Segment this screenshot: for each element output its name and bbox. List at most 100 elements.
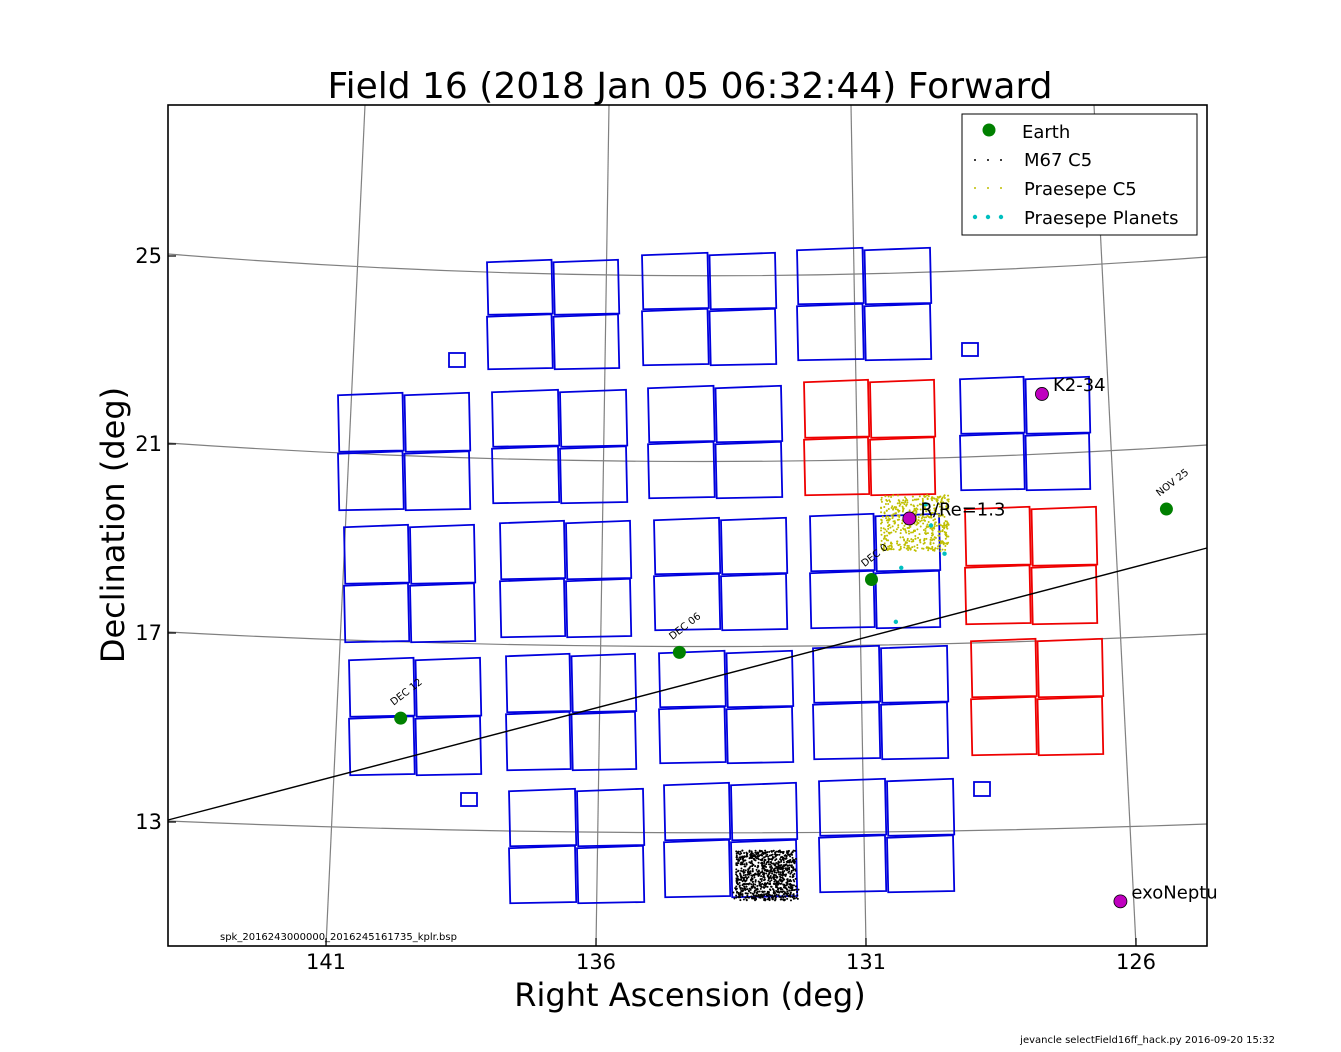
ccd-module-0-2 xyxy=(486,313,554,371)
m67-star xyxy=(760,878,763,881)
m67-star xyxy=(746,855,749,858)
praesepe-star xyxy=(887,527,890,530)
praesepe-star xyxy=(905,504,908,507)
m67-star xyxy=(743,885,746,888)
m67-star xyxy=(739,899,742,902)
praesepe-star xyxy=(924,527,927,530)
m67-star xyxy=(735,896,738,899)
m67-star xyxy=(781,880,784,883)
m67-star xyxy=(772,896,775,899)
praesepe-star xyxy=(945,505,948,508)
ccd-module-5-0 xyxy=(647,384,716,444)
m67-star xyxy=(787,892,790,895)
praesepe-star xyxy=(928,516,931,519)
m67-star xyxy=(737,892,740,895)
m67-star xyxy=(763,876,766,879)
m67-star xyxy=(764,868,767,871)
praesepe-star xyxy=(897,524,900,527)
grid-line-dec-13 xyxy=(167,820,1208,834)
m67-star xyxy=(737,896,740,899)
m67-star xyxy=(750,855,753,858)
praesepe-star xyxy=(891,505,894,508)
praesepe-star xyxy=(892,513,895,516)
praesepe-star xyxy=(933,548,936,551)
m67-star xyxy=(756,870,759,873)
praesepe-star xyxy=(919,525,922,528)
praesepe-star xyxy=(899,529,902,532)
m67-star xyxy=(758,882,761,885)
grid-line-ra-141 xyxy=(325,104,366,947)
m67-star xyxy=(781,872,784,875)
praesepe-star xyxy=(931,545,934,548)
ccd-module-3-2 xyxy=(337,450,405,512)
m67-star xyxy=(773,894,776,897)
m67-star xyxy=(773,871,776,874)
praesepe-star xyxy=(917,521,920,524)
praesepe-star xyxy=(880,519,883,522)
m67-star xyxy=(784,854,787,857)
m67-star xyxy=(785,892,788,895)
earth-positions: DEC 12 DEC 06 DEC 0 NOV 25 xyxy=(389,467,1191,725)
praesepe-star xyxy=(910,538,913,541)
praesepe-star xyxy=(930,532,933,535)
praesepe-star xyxy=(905,541,908,544)
praesepe-star xyxy=(913,545,916,548)
praesepe-star xyxy=(929,509,932,512)
ccd-module-20-1 xyxy=(886,777,956,837)
target-k2-34: K2-34 xyxy=(1035,375,1106,401)
m67-star xyxy=(754,865,757,868)
m67-star xyxy=(772,849,775,852)
ccd-module-16-3 xyxy=(880,701,950,761)
fine-guidance-sensor-2 xyxy=(460,792,478,807)
m67-star xyxy=(768,854,771,857)
m67-star xyxy=(763,890,766,893)
m67-star xyxy=(762,853,765,856)
m67-star xyxy=(749,891,752,894)
m67-star xyxy=(779,896,782,899)
m67-star xyxy=(776,853,779,856)
legend-marker-planets xyxy=(972,214,1004,220)
praesepe-star xyxy=(918,539,921,542)
ccd-module-11-2 xyxy=(809,569,876,630)
fine-guidance-sensor-1 xyxy=(961,342,979,357)
praesepe-star xyxy=(895,528,898,531)
ccd-module-3-0 xyxy=(337,391,405,453)
praesepe-star xyxy=(904,496,907,499)
praesepe-star xyxy=(916,528,919,531)
praesepe-star xyxy=(911,531,914,534)
praesepe-star xyxy=(939,514,942,517)
m67-star xyxy=(749,872,752,875)
praesepe-star xyxy=(938,503,941,506)
ccd-module-10-1 xyxy=(720,516,789,576)
m67-star xyxy=(745,899,748,902)
m67-star xyxy=(749,862,752,865)
praesepe-star xyxy=(939,550,942,553)
m67-star xyxy=(745,863,748,866)
praesepe-star xyxy=(943,531,946,533)
praesepe-star xyxy=(905,497,908,500)
m67-star xyxy=(742,898,745,901)
m67-star xyxy=(746,873,749,876)
praesepe-star xyxy=(887,503,890,506)
praesepe-star xyxy=(889,500,892,503)
praesepe-star xyxy=(880,507,883,510)
legend-label-praesepe: Praesepe C5 xyxy=(1024,179,1137,200)
m67-star xyxy=(777,887,780,890)
fine-guidance-sensor-0 xyxy=(448,352,466,368)
m67-star xyxy=(757,865,760,868)
m67-star xyxy=(735,877,738,880)
ccd-module-2-1 xyxy=(863,246,933,306)
praesepe-star xyxy=(906,539,909,542)
m67-star xyxy=(742,869,745,871)
praesepe-star xyxy=(934,510,937,513)
ccd-module-9-1 xyxy=(565,519,633,581)
m67-star xyxy=(775,871,778,874)
m67-star xyxy=(740,867,743,870)
ccd-module-14-2 xyxy=(505,710,572,772)
m67-star xyxy=(748,890,751,893)
praesepe-star xyxy=(884,502,887,505)
m67-star xyxy=(782,896,785,899)
praesepe-star xyxy=(929,527,932,530)
m67-star xyxy=(738,881,741,884)
m67-star xyxy=(780,866,783,869)
